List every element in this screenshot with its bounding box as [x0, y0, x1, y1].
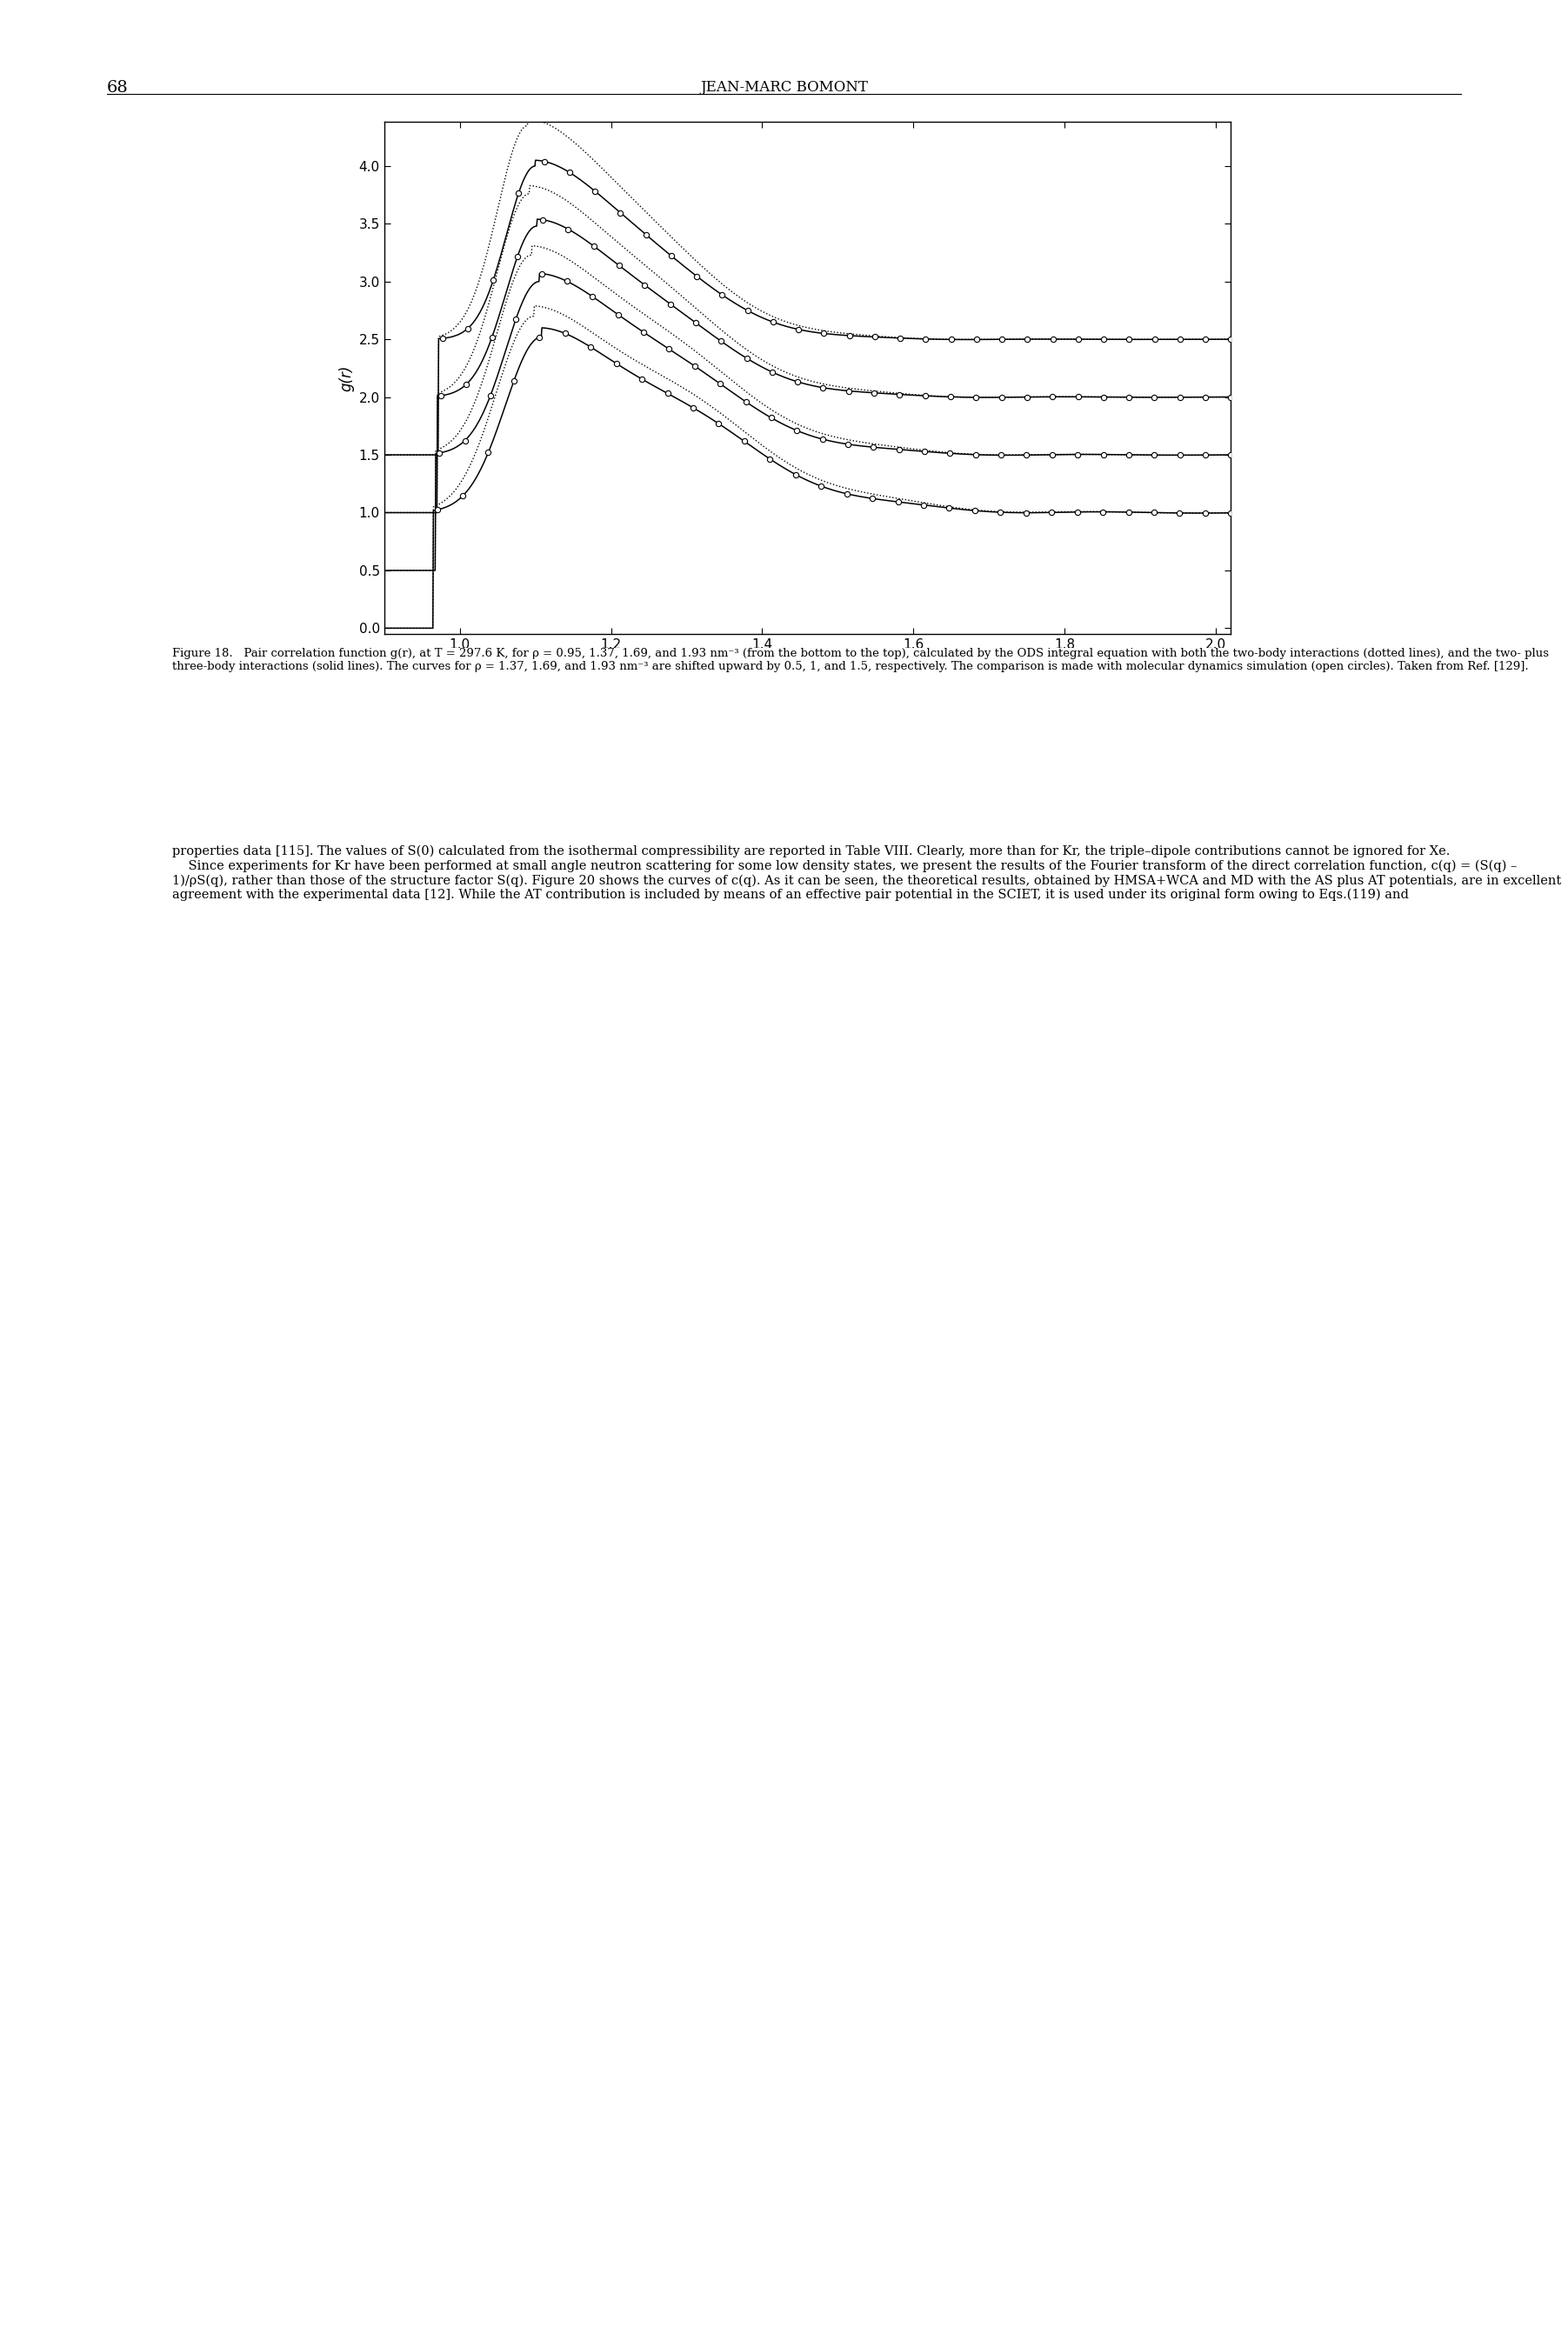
X-axis label: x=r/σ: x=r/σ [787, 655, 828, 672]
Text: properties data [115]. The values of S(0) calculated from the isothermal compres: properties data [115]. The values of S(0… [172, 845, 1562, 902]
Y-axis label: g(r): g(r) [339, 364, 354, 392]
Text: JEAN-MARC BOMONT: JEAN-MARC BOMONT [701, 80, 867, 94]
Text: 68: 68 [107, 80, 129, 96]
Text: Figure 18.   Pair correlation function g(r), at T = 297.6 K, for ρ = 0.95, 1.37,: Figure 18. Pair correlation function g(r… [172, 648, 1549, 672]
